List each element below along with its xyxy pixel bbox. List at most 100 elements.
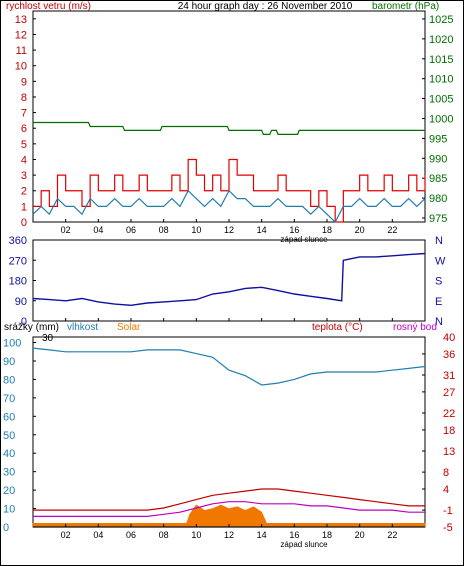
climate-x-label: 10 xyxy=(191,530,201,540)
humidity-tick-label: 70 xyxy=(3,393,15,405)
wind-x-label: 08 xyxy=(159,225,169,235)
wind-x-label: 04 xyxy=(93,225,103,235)
wind-tick-label: 2 xyxy=(21,186,27,198)
series-wind-direction xyxy=(32,252,426,307)
wind-tick-label: 1 xyxy=(21,201,27,213)
climate-x-label: 20 xyxy=(355,530,365,540)
wind-tick-label: 8 xyxy=(21,92,27,104)
humidity-tick-label: 40 xyxy=(3,448,15,460)
legend-2: Solar xyxy=(117,322,141,333)
temperature-tick-label: -5 xyxy=(443,522,453,534)
compass-label: E xyxy=(435,296,442,308)
series-vlhkost xyxy=(32,347,426,386)
direction-tick-label: 360 xyxy=(9,235,27,247)
temperature-tick-label: 22 xyxy=(443,408,455,420)
compass-label: W xyxy=(435,255,446,267)
legend-1: vlhkost xyxy=(67,322,98,333)
pressure-tick-label: 1000 xyxy=(429,113,453,125)
temperature-tick-label: 13 xyxy=(443,446,455,458)
pressure-tick-label: 995 xyxy=(429,133,447,145)
wind-x-label: 20 xyxy=(355,225,365,235)
pressure-tick-label: 985 xyxy=(429,173,447,185)
precip-top-label: 30 xyxy=(42,333,54,344)
humidity-tick-label: 100 xyxy=(3,338,21,350)
humidity-tick-label: 90 xyxy=(3,356,15,368)
humidity-tick-label: 30 xyxy=(3,467,15,479)
wind-x-label: 22 xyxy=(387,225,397,235)
chart-panels: rychlost vetru (m/s) 24 hour graph day : … xyxy=(3,1,455,549)
climate-x-label: 02 xyxy=(61,530,71,540)
wind-tick-label: 0 xyxy=(21,217,27,229)
wind-tick-label: 11 xyxy=(16,45,27,57)
pressure-tick-label: 990 xyxy=(429,153,447,165)
wind-tick-label: 7 xyxy=(21,108,27,120)
direction-tick-label: 180 xyxy=(9,276,27,288)
pressure-tick-label: 975 xyxy=(429,213,447,225)
pressure-tick-label: 1020 xyxy=(429,34,453,46)
wind-tick-label: 10 xyxy=(15,61,27,73)
climate-x-label: 14 xyxy=(257,530,267,540)
wind-x-label: 14 xyxy=(257,225,267,235)
direction-tick-label: 90 xyxy=(15,296,27,308)
pressure-tick-label: 1010 xyxy=(429,74,453,86)
temperature-tick-label: 8 xyxy=(443,467,449,479)
climate-x-label: 12 xyxy=(224,530,234,540)
pressure-tick-label: 1015 xyxy=(429,54,453,66)
climate-x-label: 04 xyxy=(93,530,103,540)
temperature-tick-label: 27 xyxy=(443,387,455,399)
compass-label: N xyxy=(435,316,443,328)
humidity-tick-label: 0 xyxy=(3,522,9,534)
series-wind-speed xyxy=(32,189,426,223)
humidity-tick-label: 50 xyxy=(3,430,15,442)
climate-x-label: 06 xyxy=(126,530,136,540)
humidity-tick-label: 10 xyxy=(3,504,15,516)
wind-tick-label: 3 xyxy=(21,170,27,182)
pressure-axis-title: barometr (hPa) xyxy=(372,1,439,12)
series-rosný-bod xyxy=(33,501,425,517)
climate-x-label: 22 xyxy=(387,530,397,540)
temperature-tick-label: 18 xyxy=(443,425,455,437)
wind-tick-label: 6 xyxy=(21,123,27,135)
direction-tick-label: 270 xyxy=(9,255,27,267)
wind-x-label: 02 xyxy=(61,225,71,235)
series-teplota xyxy=(33,488,425,511)
series-wind-gust xyxy=(33,158,426,223)
series-solar xyxy=(32,504,426,528)
wind-axis-title: rychlost vetru (m/s) xyxy=(6,1,91,12)
wind-tick-label: 13 xyxy=(15,14,27,26)
wind-x-label: 10 xyxy=(191,225,201,235)
wind-tick-label: 12 xyxy=(15,29,27,41)
wind-x-label: 16 xyxy=(289,225,299,235)
series-barometr xyxy=(33,121,425,135)
temperature-tick-label: 4 xyxy=(443,484,449,496)
wind-x-label: 06 xyxy=(126,225,136,235)
wind-x-label: 18 xyxy=(322,225,332,235)
temperature-tick-label: 31 xyxy=(443,370,455,382)
temperature-tick-label: 40 xyxy=(443,332,455,344)
pressure-tick-label: 1025 xyxy=(429,14,453,26)
wind-tick-label: 4 xyxy=(21,154,27,166)
climate-x-label: 16 xyxy=(289,530,299,540)
humidity-tick-label: 60 xyxy=(3,411,15,423)
compass-label: S xyxy=(435,276,442,288)
climate-x-label: 08 xyxy=(159,530,169,540)
wind-x-label: 12 xyxy=(224,225,234,235)
temperature-tick-label: -1 xyxy=(443,505,453,517)
compass-label: N xyxy=(435,235,443,247)
legend-4: rosný bod xyxy=(393,322,437,333)
wind-tick-label: 9 xyxy=(21,76,27,88)
temperature-tick-label: 36 xyxy=(443,349,455,361)
climate-x-label: 18 xyxy=(322,530,332,540)
chart-title: 24 hour graph day : 26 November 2010 xyxy=(178,1,353,12)
wind-tick-label: 5 xyxy=(21,139,27,151)
humidity-tick-label: 80 xyxy=(3,374,15,386)
legend-3: teplota (°C) xyxy=(312,322,363,333)
humidity-tick-label: 20 xyxy=(3,485,15,497)
direction-tick-label: 0 xyxy=(21,316,27,328)
climate-x-axis-title: západ slunce xyxy=(280,540,328,549)
legend-0: srážky (mm) xyxy=(4,322,59,333)
pressure-tick-label: 980 xyxy=(429,193,447,205)
pressure-tick-label: 1005 xyxy=(429,94,453,106)
